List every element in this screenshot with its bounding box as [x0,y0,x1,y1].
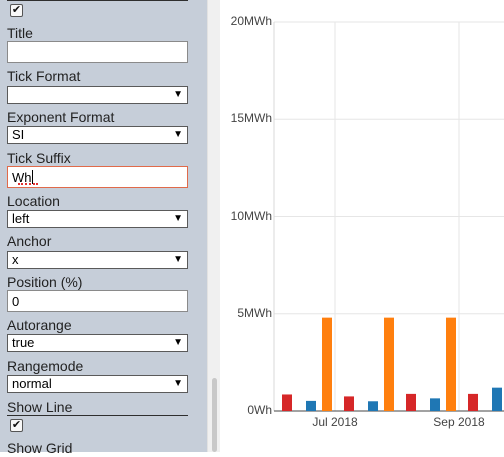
x-tick-label: Jul 2018 [312,415,358,429]
rangemode-label: Rangemode [7,358,84,374]
tick-suffix-label: Tick Suffix [7,150,71,166]
chevron-down-icon: ▼ [173,213,183,224]
y-tick-label: 0Wh [247,403,272,417]
text-cursor [31,170,33,184]
exponent-format-value: SI [12,127,25,142]
position-input[interactable]: 0 [7,290,188,312]
show-grid-label: Show Grid [7,440,73,456]
y-tick-label: 20MWh [230,14,272,28]
exponent-format-select[interactable]: SI ▼ [7,126,188,144]
chevron-down-icon: ▼ [173,89,183,100]
bar [368,401,378,411]
bar [344,396,354,411]
show-line-checkbox[interactable]: ✔ [10,419,23,432]
y-tick-label: 15MWh [230,111,272,126]
top-checkbox[interactable]: ✔ [10,4,23,17]
autorange-select[interactable]: true ▼ [7,334,188,352]
section-divider [7,415,188,416]
rangemode-value: normal [12,376,52,391]
chevron-down-icon: ▼ [173,254,183,265]
position-label: Position (%) [7,274,83,290]
bar [446,317,456,411]
bar [322,317,332,411]
section-divider [7,0,188,1]
rangemode-select[interactable]: normal ▼ [7,375,188,393]
bar [406,393,416,411]
anchor-label: Anchor [7,233,52,249]
tick-suffix-value: Wh [12,170,32,185]
chevron-down-icon: ▼ [173,378,183,389]
scrollbar-thumb[interactable] [212,378,217,452]
bar [492,387,502,411]
title-label: Title [7,25,33,41]
location-select[interactable]: left ▼ [7,210,188,228]
bar [468,393,478,411]
autorange-value: true [12,335,35,350]
bar [306,400,316,411]
y-tick-label: 10MWh [230,208,272,223]
anchor-select[interactable]: x ▼ [7,251,188,269]
chart-canvas [273,21,504,412]
tick-format-select[interactable]: ▼ [7,86,188,104]
autorange-label: Autorange [7,317,72,333]
bar [384,317,394,411]
tick-suffix-input[interactable]: Wh [7,166,188,188]
location-value: left [12,211,30,226]
y-tick-label: 5MWh [237,305,272,320]
panel-scrollbar[interactable] [207,0,220,452]
bar [430,398,440,411]
chevron-down-icon: ▼ [173,337,183,348]
bar-chart: 0Wh 5MWh 10MWh 15MWh 20MWh Jul 2018 Sep 2018 [220,0,504,452]
location-label: Location [7,193,60,209]
anchor-value: x [12,252,19,267]
spellcheck-underline [18,183,38,185]
title-input[interactable] [7,41,188,63]
bar [282,394,292,411]
chevron-down-icon: ▼ [173,129,183,140]
show-line-label: Show Line [7,399,73,415]
x-tick-label: Sep 2018 [433,415,485,429]
exponent-format-label: Exponent Format [7,109,115,125]
tick-format-label: Tick Format [7,68,81,84]
axis-settings-panel: ✔ Title Tick Format ▼ Exponent Format SI… [0,0,207,456]
